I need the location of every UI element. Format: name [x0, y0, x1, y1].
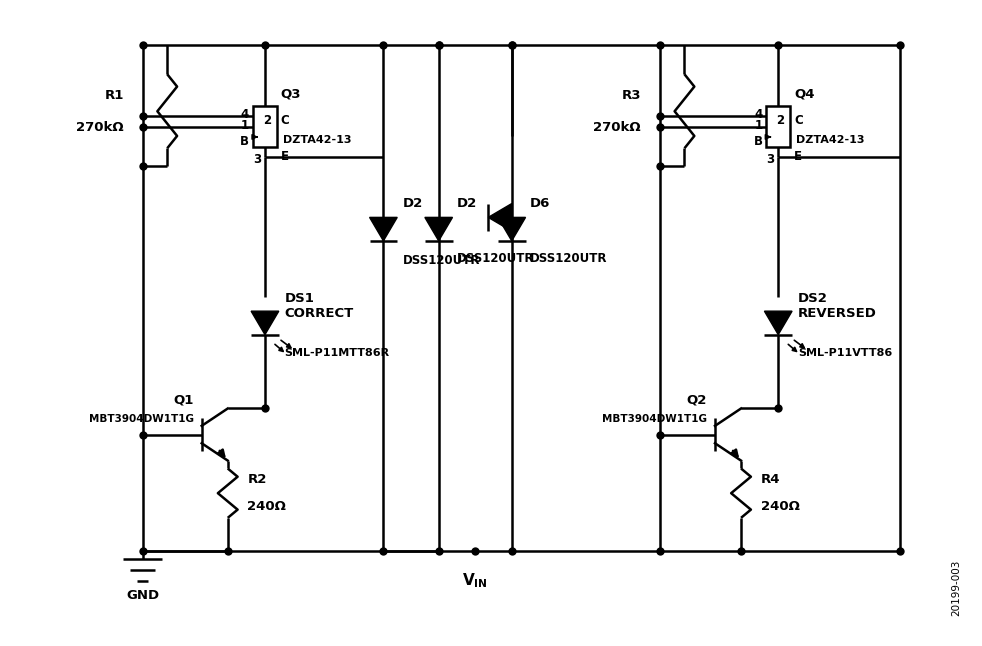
- Text: REVERSED: REVERSED: [798, 307, 877, 320]
- Text: DS2: DS2: [798, 292, 828, 305]
- Text: R3: R3: [622, 89, 641, 102]
- Text: C: C: [281, 114, 290, 127]
- Text: V$_{\mathregular{IN}}$: V$_{\mathregular{IN}}$: [463, 571, 488, 590]
- Polygon shape: [488, 203, 512, 231]
- Text: D2: D2: [457, 197, 476, 210]
- Text: 1: 1: [754, 119, 762, 132]
- Text: SML-P11MTT86R: SML-P11MTT86R: [285, 348, 390, 358]
- Text: GND: GND: [126, 589, 159, 602]
- Text: 270kΩ: 270kΩ: [593, 121, 641, 134]
- Text: E: E: [281, 150, 289, 163]
- Polygon shape: [764, 311, 792, 335]
- Text: MBT3904DW1T1G: MBT3904DW1T1G: [88, 413, 193, 424]
- Text: DSS120UTR: DSS120UTR: [404, 255, 480, 267]
- Text: B: B: [753, 135, 762, 148]
- Text: R1: R1: [104, 89, 124, 102]
- Text: 4: 4: [754, 108, 762, 121]
- Text: R2: R2: [247, 473, 267, 486]
- Text: R4: R4: [761, 473, 781, 486]
- Text: Q3: Q3: [281, 87, 301, 101]
- Text: Q4: Q4: [794, 87, 814, 101]
- Text: 1: 1: [241, 119, 249, 132]
- Polygon shape: [251, 311, 279, 335]
- Text: MBT3904DW1T1G: MBT3904DW1T1G: [602, 413, 707, 424]
- Text: DZTA42-13: DZTA42-13: [283, 136, 352, 145]
- Text: DSS120UTR: DSS120UTR: [529, 253, 607, 266]
- Text: 3: 3: [253, 152, 261, 165]
- Text: 3: 3: [766, 152, 774, 165]
- Text: 4: 4: [241, 108, 249, 121]
- Bar: [766, 106, 791, 147]
- Text: D6: D6: [529, 197, 550, 210]
- Text: 2: 2: [776, 114, 785, 127]
- Text: 270kΩ: 270kΩ: [77, 121, 124, 134]
- Text: 240Ω: 240Ω: [761, 501, 799, 514]
- Polygon shape: [425, 218, 453, 241]
- Text: SML-P11VTT86: SML-P11VTT86: [798, 348, 893, 358]
- Polygon shape: [369, 218, 398, 241]
- Text: Q1: Q1: [174, 393, 193, 406]
- Text: DSS120UTR: DSS120UTR: [457, 253, 534, 266]
- Text: Q2: Q2: [686, 393, 707, 406]
- Text: D2: D2: [404, 197, 423, 210]
- Polygon shape: [498, 218, 525, 241]
- Text: C: C: [794, 114, 803, 127]
- Text: DS1: DS1: [285, 292, 314, 305]
- Text: E: E: [794, 150, 802, 163]
- Text: 20199-003: 20199-003: [951, 559, 961, 616]
- Text: B: B: [241, 135, 249, 148]
- Text: CORRECT: CORRECT: [285, 307, 354, 320]
- Bar: [253, 106, 277, 147]
- Text: 2: 2: [263, 114, 271, 127]
- Text: 240Ω: 240Ω: [247, 501, 287, 514]
- Text: DZTA42-13: DZTA42-13: [796, 136, 864, 145]
